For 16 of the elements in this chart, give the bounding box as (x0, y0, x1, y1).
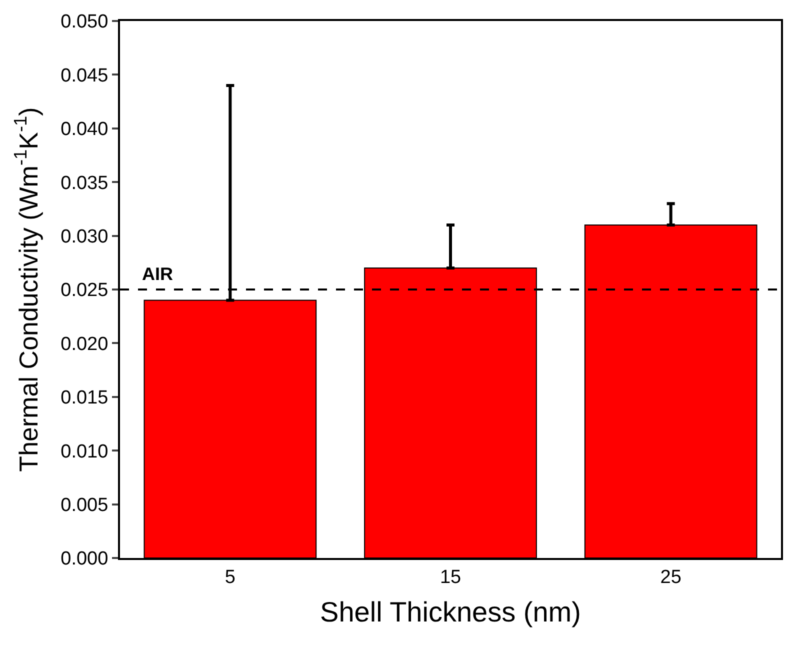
x-axis-title: Shell Thickness (nm) (320, 596, 581, 628)
y-tick-label: 0.015 (60, 388, 108, 409)
x-tick-label: 25 (660, 566, 682, 588)
y-tick-label: 0.020 (60, 334, 108, 355)
y-tick-label: 0.000 (60, 548, 108, 570)
y-tick-label: 0.035 (60, 172, 108, 194)
y-tick-label: 0.040 (60, 119, 108, 140)
y-tick-label: 0.045 (60, 65, 108, 86)
y-tick-label: 0.050 (60, 12, 108, 33)
ref-line-label: AIR (142, 264, 173, 284)
y-tick-label: 0.010 (60, 441, 108, 462)
y-tick-label: 0.030 (60, 226, 108, 248)
x-tick-label: 5 (224, 566, 236, 588)
y-tick-label: 0.005 (60, 494, 108, 516)
y-tick-label: 0.025 (60, 280, 108, 302)
x-tick-label: 15 (440, 566, 462, 588)
